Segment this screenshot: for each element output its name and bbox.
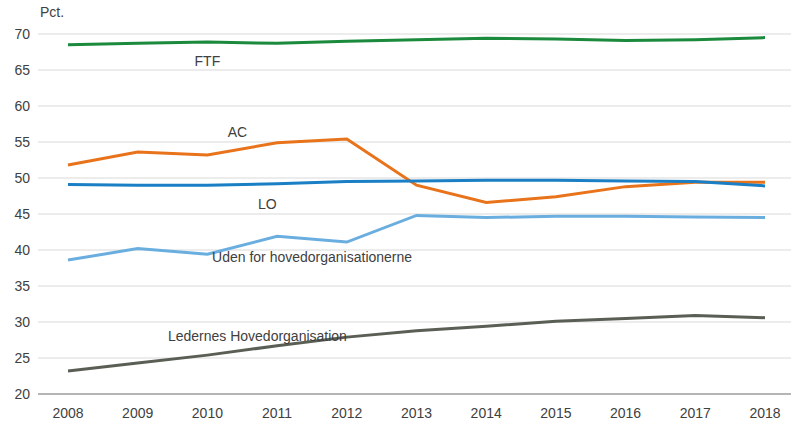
svg-text:FTF: FTF: [195, 53, 221, 69]
svg-text:Ledernes Hovedorganisation: Ledernes Hovedorganisation: [168, 328, 347, 344]
svg-text:40: 40: [14, 242, 30, 258]
svg-text:45: 45: [14, 206, 30, 222]
svg-text:2013: 2013: [401, 405, 432, 421]
svg-text:2014: 2014: [471, 405, 502, 421]
svg-text:2010: 2010: [192, 405, 223, 421]
svg-text:30: 30: [14, 314, 30, 330]
html-text:Pct.: Pct.: [40, 4, 65, 20]
svg-text:2018: 2018: [749, 405, 780, 421]
svg-text:60: 60: [14, 98, 30, 114]
svg-text:20: 20: [14, 386, 30, 402]
svg-text:2012: 2012: [331, 405, 362, 421]
svg-text:Uden for hovedorganisationerne: Uden for hovedorganisationerne: [212, 249, 412, 265]
svg-text:2008: 2008: [52, 405, 83, 421]
svg-text:2017: 2017: [680, 405, 711, 421]
svg-text:LO: LO: [258, 196, 277, 212]
svg-text:50: 50: [14, 170, 30, 186]
svg-text:AC: AC: [228, 124, 247, 140]
svg-text:55: 55: [14, 134, 30, 150]
svg-text:2016: 2016: [610, 405, 641, 421]
svg-text:25: 25: [14, 350, 30, 366]
svg-text:2009: 2009: [122, 405, 153, 421]
svg-text:70: 70: [14, 26, 30, 42]
svg-text:35: 35: [14, 278, 30, 294]
svg-text:2011: 2011: [262, 405, 292, 421]
svg-text:65: 65: [14, 62, 30, 78]
svg-text:2015: 2015: [540, 405, 571, 421]
